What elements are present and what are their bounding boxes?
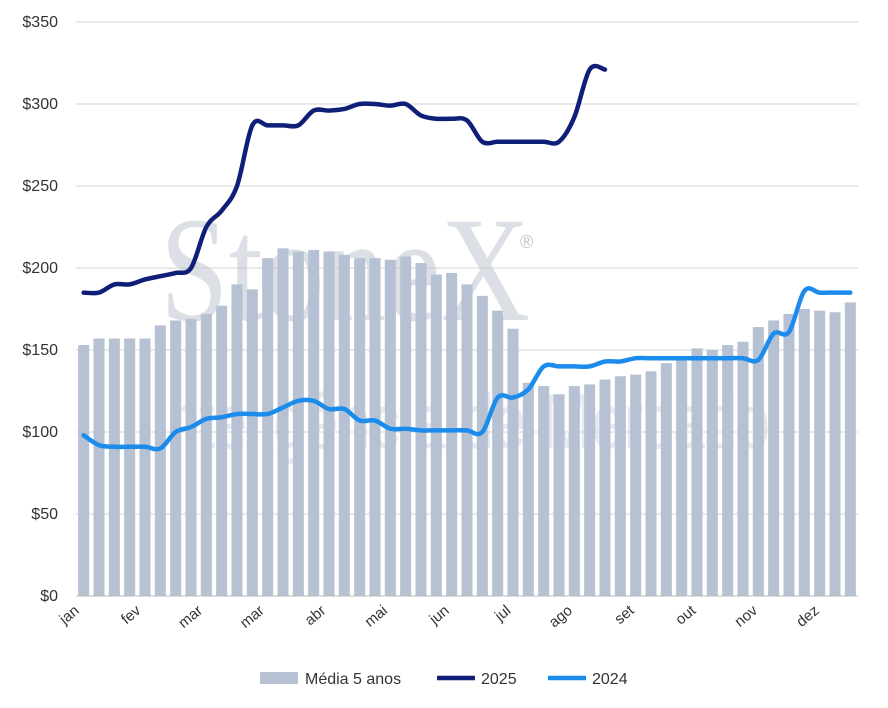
x-tick-label: jan — [56, 602, 83, 629]
bar — [538, 386, 550, 596]
bar — [798, 309, 810, 596]
legend-label: 2024 — [592, 671, 628, 688]
y-tick-label: $200 — [22, 260, 58, 277]
bar — [691, 348, 703, 596]
legend: Média 5 anos 2025 2024 — [260, 671, 628, 688]
bar — [338, 254, 350, 596]
legend-label: Média 5 anos — [305, 671, 401, 688]
bar — [645, 371, 657, 596]
bar — [614, 376, 626, 596]
x-tick-label: nov — [731, 602, 761, 631]
x-tick-label: mai — [361, 602, 390, 631]
bar — [737, 341, 749, 596]
legend-swatch — [260, 672, 298, 684]
bar — [783, 313, 795, 596]
bar — [185, 318, 197, 596]
bar — [752, 327, 764, 596]
bar — [706, 350, 718, 596]
y-tick-label: $250 — [22, 178, 58, 195]
series-lines — [81, 63, 853, 452]
bar — [844, 302, 856, 596]
bar — [492, 310, 504, 596]
bar — [124, 338, 136, 596]
bar — [78, 345, 90, 596]
bar — [476, 295, 488, 596]
bar — [814, 310, 826, 596]
y-tick-label: $150 — [22, 342, 58, 359]
x-tick-label: dez — [793, 602, 822, 631]
bar — [231, 284, 243, 596]
y-tick-label: $100 — [22, 424, 58, 441]
bar — [277, 248, 289, 596]
bar — [154, 325, 166, 596]
bar — [108, 338, 120, 596]
series-line-2025 — [81, 63, 608, 296]
x-axis-ticks: jan fev mar mar abr mai jun jul ago set out nov dez — [56, 602, 823, 632]
bar — [522, 382, 534, 596]
bar — [829, 312, 841, 596]
bar — [584, 384, 596, 596]
series-line-2024 — [81, 286, 853, 452]
y-tick-label: $0 — [40, 588, 58, 605]
x-tick-label: ago — [546, 602, 576, 631]
bar — [216, 305, 228, 596]
x-tick-label: mar — [237, 602, 268, 632]
x-tick-label: out — [672, 602, 700, 629]
bar — [323, 251, 335, 596]
bar — [722, 345, 734, 596]
y-tick-label: $50 — [31, 506, 58, 523]
y-tick-label: $300 — [22, 96, 58, 113]
x-tick-label: jun — [426, 602, 453, 629]
bar — [292, 251, 304, 596]
bar — [676, 358, 688, 596]
bar — [553, 394, 565, 596]
bar — [599, 379, 611, 596]
bar — [507, 328, 519, 596]
legend-label: 2025 — [481, 671, 517, 688]
bar — [308, 249, 320, 596]
bar — [630, 374, 642, 596]
x-tick-label: fev — [118, 602, 145, 628]
bar — [246, 289, 258, 596]
y-axis-ticks: $0 $50 $100 $150 $200 $250 $300 $350 — [22, 14, 58, 605]
watermark-registered: ® — [520, 232, 533, 252]
bar — [461, 284, 473, 596]
bar — [660, 363, 672, 596]
x-tick-label: set — [611, 602, 638, 628]
bar — [200, 313, 212, 596]
bar — [170, 320, 182, 596]
bar — [93, 338, 105, 596]
bar — [446, 272, 458, 596]
bar — [400, 256, 412, 596]
x-tick-label: abr — [302, 602, 330, 629]
y-tick-label: $350 — [22, 14, 58, 31]
x-tick-label: mar — [175, 602, 206, 632]
bars-media-5-anos — [76, 248, 858, 597]
x-tick-label: jul — [491, 602, 514, 625]
bar — [568, 386, 580, 596]
bar — [139, 338, 151, 596]
bar — [768, 320, 780, 596]
bar — [262, 258, 274, 596]
bar — [430, 274, 442, 596]
bar — [354, 258, 366, 596]
bar — [369, 258, 381, 596]
